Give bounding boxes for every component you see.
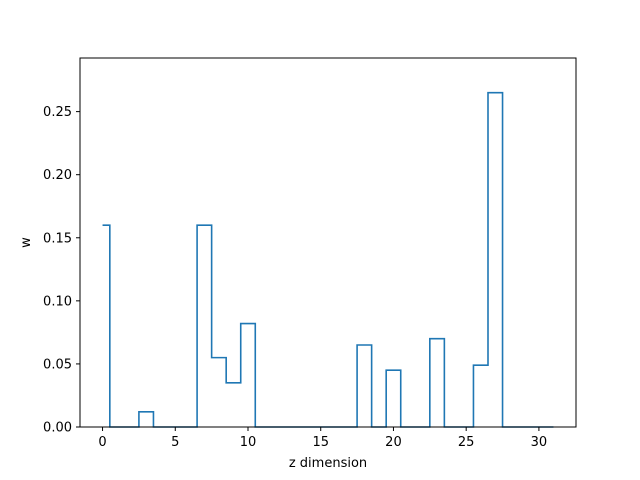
x-tick-label: 15 xyxy=(312,435,329,450)
y-axis-label: w xyxy=(19,237,34,248)
x-tick-label: 30 xyxy=(531,435,548,450)
x-axis-label: z dimension xyxy=(289,456,367,471)
y-tick-label: 0.00 xyxy=(43,421,72,436)
x-axis-ticks: 0 5 10 15 20 25 30 xyxy=(98,427,547,450)
x-tick-label: 5 xyxy=(171,435,179,450)
axes-frame xyxy=(79,57,577,428)
y-tick-label: 0.25 xyxy=(43,105,72,120)
y-tick-label: 0.20 xyxy=(43,168,72,183)
y-axis-ticks: 0.00 0.05 0.10 0.15 0.20 0.25 xyxy=(43,105,80,436)
x-tick-label: 0 xyxy=(98,435,106,450)
x-tick-label: 20 xyxy=(385,435,402,450)
y-tick-label: 0.10 xyxy=(43,294,72,309)
x-tick-label: 10 xyxy=(240,435,257,450)
y-tick-label: 0.05 xyxy=(43,357,72,372)
y-tick-label: 0.15 xyxy=(43,231,72,246)
x-tick-label: 25 xyxy=(458,435,475,450)
